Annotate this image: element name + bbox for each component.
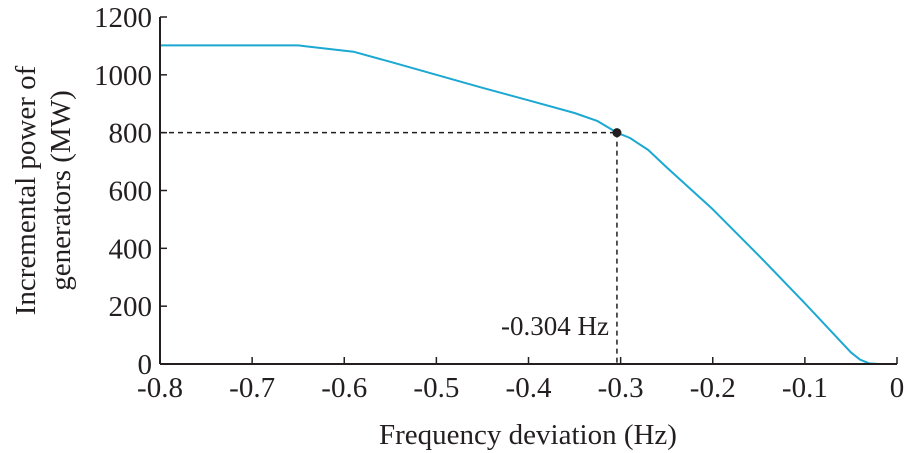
- y-tick-label: 800: [109, 118, 153, 150]
- x-tick-label: -0.2: [690, 372, 736, 404]
- x-tick-label: 0: [890, 372, 905, 404]
- y-tick-label: 200: [109, 291, 153, 323]
- x-tick-label: -0.5: [413, 372, 459, 404]
- y-tick-label: 0: [138, 349, 153, 381]
- x-tick-label: -0.3: [598, 372, 644, 404]
- annotation-label: -0.304 Hz: [501, 311, 609, 341]
- y-axis-title-line: Incremental power of: [10, 65, 42, 315]
- x-tick-label: -0.7: [229, 372, 275, 404]
- series-line: [160, 44, 897, 365]
- y-axis-title: Incremental power of generators (MW): [10, 65, 77, 315]
- series-layer: [160, 44, 897, 365]
- axes: -0.8 -0.7 -0.6 -0.5 -0.4 -0.3 -0.2 -0.1 0 0 200 400…: [94, 2, 904, 404]
- annotation-marker: [612, 128, 622, 138]
- x-tick-label: -0.8: [137, 372, 183, 404]
- y-tick-label: 400: [109, 233, 153, 265]
- x-tick-label: -0.1: [782, 372, 828, 404]
- y-tick-label: 1000: [94, 60, 152, 92]
- x-tick-label: -0.4: [506, 372, 552, 404]
- y-axis-title-line: generators (MW): [45, 90, 77, 291]
- annotation-guides: [160, 131, 618, 364]
- y-tick-label: 1200: [94, 2, 152, 34]
- x-tick-label: -0.6: [321, 372, 367, 404]
- x-axis-title: Frequency deviation (Hz): [379, 419, 677, 451]
- annotation-layer: -0.304 Hz: [501, 128, 622, 341]
- y-tick-label: 600: [109, 176, 153, 208]
